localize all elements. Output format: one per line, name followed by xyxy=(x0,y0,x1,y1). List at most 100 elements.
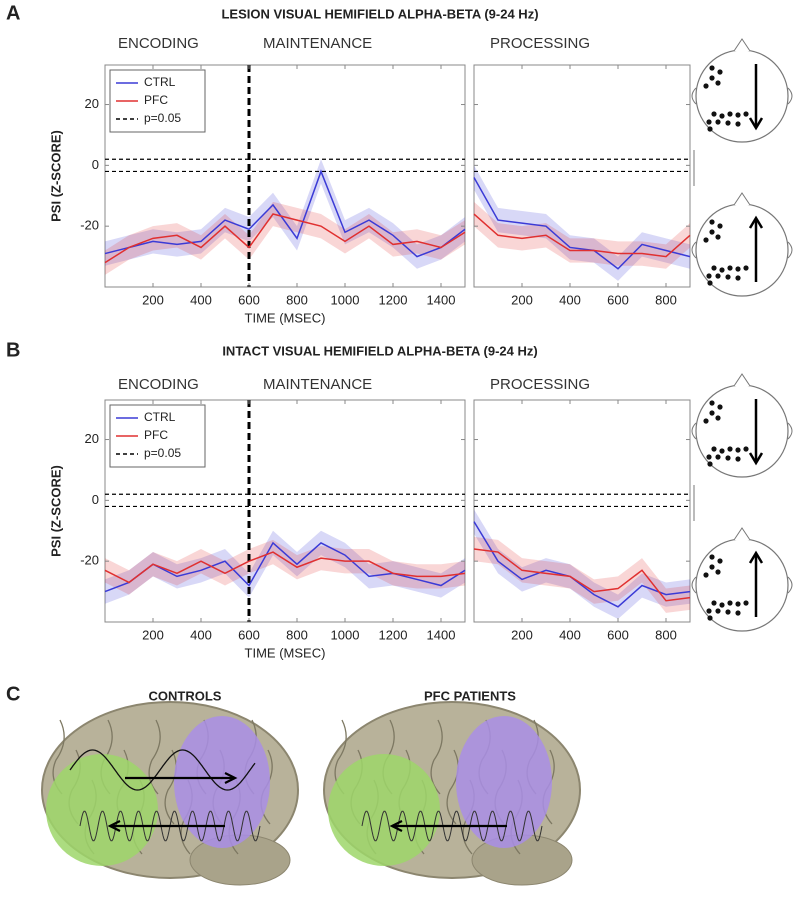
y-tick-label: 0 xyxy=(92,157,99,172)
electrode xyxy=(715,608,721,614)
electrode xyxy=(709,65,715,71)
electrode xyxy=(711,111,717,117)
electrode xyxy=(725,120,731,126)
legend-label: PFC xyxy=(144,93,168,107)
x-tick-label: 800 xyxy=(286,292,308,307)
electrode xyxy=(727,265,733,271)
x-tick-label: 600 xyxy=(607,627,629,642)
x-tick-label: 1200 xyxy=(379,292,408,307)
series-line xyxy=(104,541,466,593)
y-axis-label: PSI (Z-SCORE) xyxy=(48,465,63,557)
electrode xyxy=(715,80,721,86)
electrode xyxy=(735,121,741,127)
arrow-head xyxy=(748,117,764,131)
electrode xyxy=(709,75,715,81)
ear xyxy=(691,576,697,594)
electrode xyxy=(715,273,721,279)
electrode xyxy=(706,454,712,460)
confidence-band xyxy=(105,201,465,275)
electrode xyxy=(707,461,713,467)
electrode xyxy=(707,280,713,286)
electrode xyxy=(717,69,723,75)
electrode xyxy=(715,234,721,240)
electrode xyxy=(735,275,741,281)
electrode xyxy=(735,610,741,616)
brain-title: PFC PATIENTS xyxy=(424,688,516,703)
series-line xyxy=(104,551,466,584)
electrode xyxy=(709,554,715,560)
phase-label: MAINTENANCE xyxy=(263,376,372,393)
series-line xyxy=(473,548,691,602)
x-tick-label: 600 xyxy=(238,627,260,642)
electrode xyxy=(725,274,731,280)
y-tick-label: 0 xyxy=(92,492,99,507)
electrode xyxy=(727,600,733,606)
x-tick-label: 200 xyxy=(511,292,533,307)
x-axis-label: TIME (MSEC) xyxy=(245,310,326,325)
electrode xyxy=(709,410,715,416)
x-tick-label: 800 xyxy=(655,292,677,307)
electrode xyxy=(727,446,733,452)
y-tick-label: -20 xyxy=(80,553,99,568)
ear xyxy=(691,422,697,440)
electrode xyxy=(709,229,715,235)
arrow-head xyxy=(748,452,764,466)
sulcus xyxy=(164,749,177,825)
electrode xyxy=(743,446,749,452)
x-tick-label: 1400 xyxy=(427,292,456,307)
electrode xyxy=(715,119,721,125)
ear xyxy=(787,241,793,259)
brain-arrow-head xyxy=(224,772,238,784)
electrode xyxy=(719,448,725,454)
x-tick-label: 800 xyxy=(655,627,677,642)
parietal-region xyxy=(456,716,552,848)
x-tick-label: 800 xyxy=(286,627,308,642)
legend-label: CTRL xyxy=(144,410,176,424)
legend-label: p=0.05 xyxy=(144,446,181,460)
panel-label: A xyxy=(6,2,20,24)
x-tick-label: 1000 xyxy=(331,292,360,307)
nose xyxy=(733,192,751,206)
electrode xyxy=(727,111,733,117)
y-tick-label: -20 xyxy=(80,218,99,233)
electrode xyxy=(725,455,731,461)
frontal-region xyxy=(46,754,158,866)
electrode xyxy=(735,447,741,453)
y-axis-label: PSI (Z-SCORE) xyxy=(48,130,63,222)
slow-wave xyxy=(69,749,256,791)
phase-label: MAINTENANCE xyxy=(263,35,372,52)
series-line xyxy=(473,213,691,258)
electrode xyxy=(717,223,723,229)
panel-label: C xyxy=(6,683,20,705)
ear xyxy=(787,422,793,440)
confidence-band xyxy=(105,159,465,269)
electrode xyxy=(709,564,715,570)
electrode xyxy=(715,454,721,460)
electrode xyxy=(709,219,715,225)
x-tick-label: 200 xyxy=(142,627,164,642)
electrode xyxy=(711,265,717,271)
series-line xyxy=(473,177,691,270)
electrode xyxy=(703,572,709,578)
x-tick-label: 400 xyxy=(559,292,581,307)
confidence-band xyxy=(474,165,690,281)
electrode xyxy=(711,446,717,452)
chart-title: LESION VISUAL HEMIFIELD ALPHA-BETA (9-24… xyxy=(221,6,538,21)
electrode xyxy=(735,601,741,607)
electrode xyxy=(711,600,717,606)
brain-title: CONTROLS xyxy=(149,688,222,703)
x-tick-label: 200 xyxy=(511,627,533,642)
electrode xyxy=(735,266,741,272)
electrode xyxy=(706,608,712,614)
electrode xyxy=(735,112,741,118)
electrode xyxy=(706,273,712,279)
parietal-region xyxy=(174,716,270,848)
x-axis-label: TIME (MSEC) xyxy=(245,645,326,660)
electrode xyxy=(703,83,709,89)
ear xyxy=(691,241,697,259)
phase-label: PROCESSING xyxy=(490,35,590,52)
legend-label: PFC xyxy=(144,428,168,442)
brain-arrow-head xyxy=(107,820,121,832)
brain-arrow-head xyxy=(389,820,403,832)
x-tick-label: 600 xyxy=(238,292,260,307)
